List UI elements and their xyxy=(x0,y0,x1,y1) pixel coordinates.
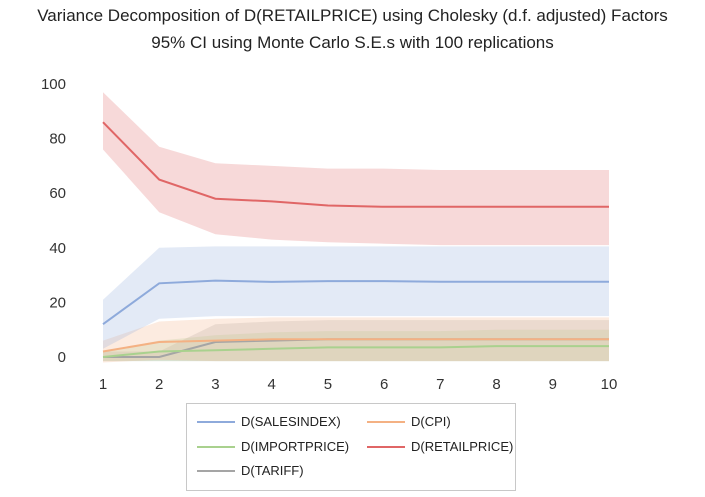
legend-label: D(SALESINDEX) xyxy=(241,414,341,429)
ci-band-d-importprice xyxy=(103,329,609,362)
chart-title: Variance Decomposition of D(RETAILPRICE)… xyxy=(37,6,668,25)
y-tick-label: 40 xyxy=(49,240,66,257)
legend-item-cpi: D(CPI) xyxy=(367,414,451,429)
x-tick-label: 8 xyxy=(492,376,500,393)
x-tick-label: 10 xyxy=(601,376,618,393)
chart-subtitle: 95% CI using Monte Carlo S.E.s with 100 … xyxy=(151,33,554,52)
legend-label: D(TARIFF) xyxy=(241,463,304,478)
series-line-d-retailprice xyxy=(102,121,609,208)
series-line-d-importprice xyxy=(102,345,609,358)
x-tick-label: 2 xyxy=(155,376,163,393)
legend-swatch-cpi xyxy=(367,420,405,423)
x-tick-label: 7 xyxy=(436,376,444,393)
y-axis-ticks: 0 20 40 60 80 100 xyxy=(41,76,66,366)
series-line-d-cpi xyxy=(102,338,609,353)
legend-item-retailprice: D(RETAILPRICE) xyxy=(367,439,513,454)
x-tick-label: 3 xyxy=(211,376,219,393)
legend-swatch-retailprice xyxy=(367,445,405,448)
ci-band-d-retailprice xyxy=(103,92,609,246)
legend-item-tariff: D(TARIFF) xyxy=(197,463,304,478)
y-tick-label: 60 xyxy=(49,185,66,202)
legend-swatch-salesindex xyxy=(197,420,235,423)
y-tick-label: 80 xyxy=(49,131,66,148)
legend-swatch-importprice xyxy=(197,445,235,448)
legend-item-salesindex: D(SALESINDEX) xyxy=(197,414,341,429)
ci-bands xyxy=(103,92,609,363)
x-axis-ticks: 1 2 3 4 5 6 7 8 9 10 xyxy=(99,376,618,393)
series-line-d-salesindex xyxy=(102,279,609,326)
legend: D(SALESINDEX) D(CPI) D(IMPORTPRICE) D(RE… xyxy=(186,403,516,491)
legend-label: D(CPI) xyxy=(411,414,451,429)
y-tick-label: 100 xyxy=(41,76,66,93)
x-tick-label: 9 xyxy=(549,376,557,393)
series-lines xyxy=(102,121,609,358)
ci-band-d-salesindex xyxy=(103,246,609,349)
x-tick-label: 6 xyxy=(380,376,388,393)
legend-label: D(IMPORTPRICE) xyxy=(241,439,350,454)
legend-item-importprice: D(IMPORTPRICE) xyxy=(197,439,349,454)
ci-band-d-tariff xyxy=(103,320,609,362)
x-tick-label: 5 xyxy=(324,376,332,393)
chart-plot: 0 20 40 60 80 100 1 2 3 4 5 6 7 8 9 10 xyxy=(41,76,618,393)
legend-swatch-tariff xyxy=(197,469,235,472)
x-tick-label: 1 xyxy=(99,376,107,393)
legend-label: D(RETAILPRICE) xyxy=(411,439,514,454)
x-tick-label: 4 xyxy=(267,376,275,393)
y-tick-label: 0 xyxy=(58,349,66,366)
y-tick-label: 20 xyxy=(49,294,66,311)
